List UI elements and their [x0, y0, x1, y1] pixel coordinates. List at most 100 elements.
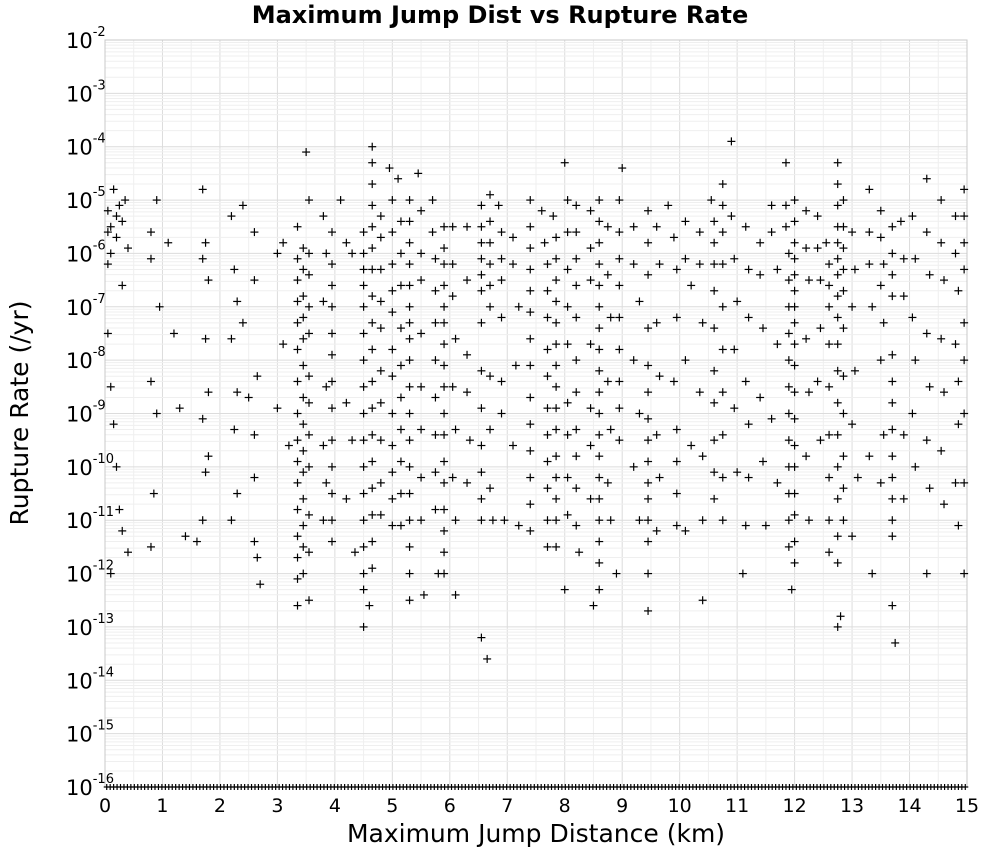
data-point: [463, 350, 472, 359]
data-point: [868, 302, 877, 311]
data-point: [836, 612, 845, 621]
y-tick-exponent: -15: [93, 719, 114, 734]
data-point: [405, 217, 414, 226]
data-point: [497, 313, 506, 322]
y-tick-label: 10-15: [66, 719, 114, 747]
data-point: [922, 569, 931, 578]
data-point: [405, 596, 414, 605]
data-point: [388, 345, 397, 354]
data-point: [192, 537, 201, 546]
x-tick-label: 13: [840, 795, 864, 817]
y-tick-label: 10-10: [66, 452, 114, 480]
data-point: [293, 318, 302, 327]
data-point: [911, 254, 920, 263]
data-point: [655, 372, 664, 381]
data-point: [103, 329, 112, 338]
data-point: [368, 457, 377, 466]
data-point: [388, 521, 397, 530]
data-point: [790, 414, 799, 423]
x-axis-label: Maximum Jump Distance (km): [347, 819, 725, 848]
data-point: [526, 500, 535, 509]
data-point: [825, 302, 834, 311]
data-point: [368, 142, 377, 151]
data-point: [486, 190, 495, 199]
data-point: [563, 302, 572, 311]
data-point: [376, 366, 385, 375]
data-point: [299, 244, 308, 253]
data-point: [388, 286, 397, 295]
data-point: [888, 532, 897, 541]
data-point: [543, 542, 552, 551]
data-point: [526, 286, 535, 295]
y-tick-exponent: -13: [93, 612, 114, 627]
data-point: [175, 404, 184, 413]
data-point: [960, 356, 969, 365]
data-point: [707, 196, 716, 205]
data-point: [299, 542, 308, 551]
data-point: [327, 537, 336, 546]
data-point: [146, 254, 155, 263]
y-tick-base: 10: [66, 136, 93, 160]
data-point: [293, 601, 302, 610]
data-point: [368, 292, 377, 301]
data-point: [644, 361, 653, 370]
data-point: [305, 462, 314, 471]
data-point: [560, 585, 569, 594]
data-point: [350, 548, 359, 557]
data-point: [698, 596, 707, 605]
data-point: [681, 526, 690, 535]
data-point: [813, 244, 822, 253]
data-point: [937, 446, 946, 455]
data-point: [543, 260, 552, 269]
data-point: [572, 356, 581, 365]
data-point: [123, 244, 132, 253]
data-point: [672, 313, 681, 322]
data-point: [497, 254, 506, 263]
data-point: [790, 361, 799, 370]
data-point: [833, 201, 842, 210]
data-point: [112, 212, 121, 221]
x-tick-label: 11: [725, 795, 749, 817]
data-point: [477, 468, 486, 477]
data-point: [552, 340, 561, 349]
data-point: [368, 345, 377, 354]
data-point: [405, 196, 414, 205]
data-point: [279, 238, 288, 247]
data-point: [790, 254, 799, 263]
data-point: [710, 494, 719, 503]
data-point: [698, 516, 707, 525]
data-point: [488, 516, 497, 525]
x-tick-labels: 0 1 2 3 4 5 6 7 8 9 10 11 12 13 14 15: [99, 795, 979, 817]
data-point: [761, 521, 770, 530]
data-point: [758, 324, 767, 333]
data-point: [451, 516, 460, 525]
data-point: [652, 430, 661, 439]
data-point: [204, 388, 213, 397]
data-point: [293, 553, 302, 562]
data-point: [451, 590, 460, 599]
data-point: [227, 334, 236, 343]
data-point: [790, 537, 799, 546]
data-point: [440, 505, 449, 514]
data-point: [629, 222, 638, 231]
data-point: [394, 174, 403, 183]
data-point: [730, 404, 739, 413]
data-point: [833, 270, 842, 279]
data-point: [563, 228, 572, 237]
y-tick-base: 10: [66, 669, 93, 693]
data-point: [233, 489, 242, 498]
data-point: [784, 542, 793, 551]
data-point: [876, 206, 885, 215]
data-point: [595, 217, 604, 226]
data-point: [483, 654, 492, 663]
data-point: [615, 436, 624, 445]
y-tick-exponent: -11: [93, 505, 114, 520]
data-point: [305, 398, 314, 407]
data-point: [773, 340, 782, 349]
data-point: [586, 441, 595, 450]
data-point: [198, 254, 207, 263]
data-point: [293, 505, 302, 514]
data-point: [385, 164, 394, 173]
data-point: [922, 174, 931, 183]
data-point: [250, 473, 259, 482]
